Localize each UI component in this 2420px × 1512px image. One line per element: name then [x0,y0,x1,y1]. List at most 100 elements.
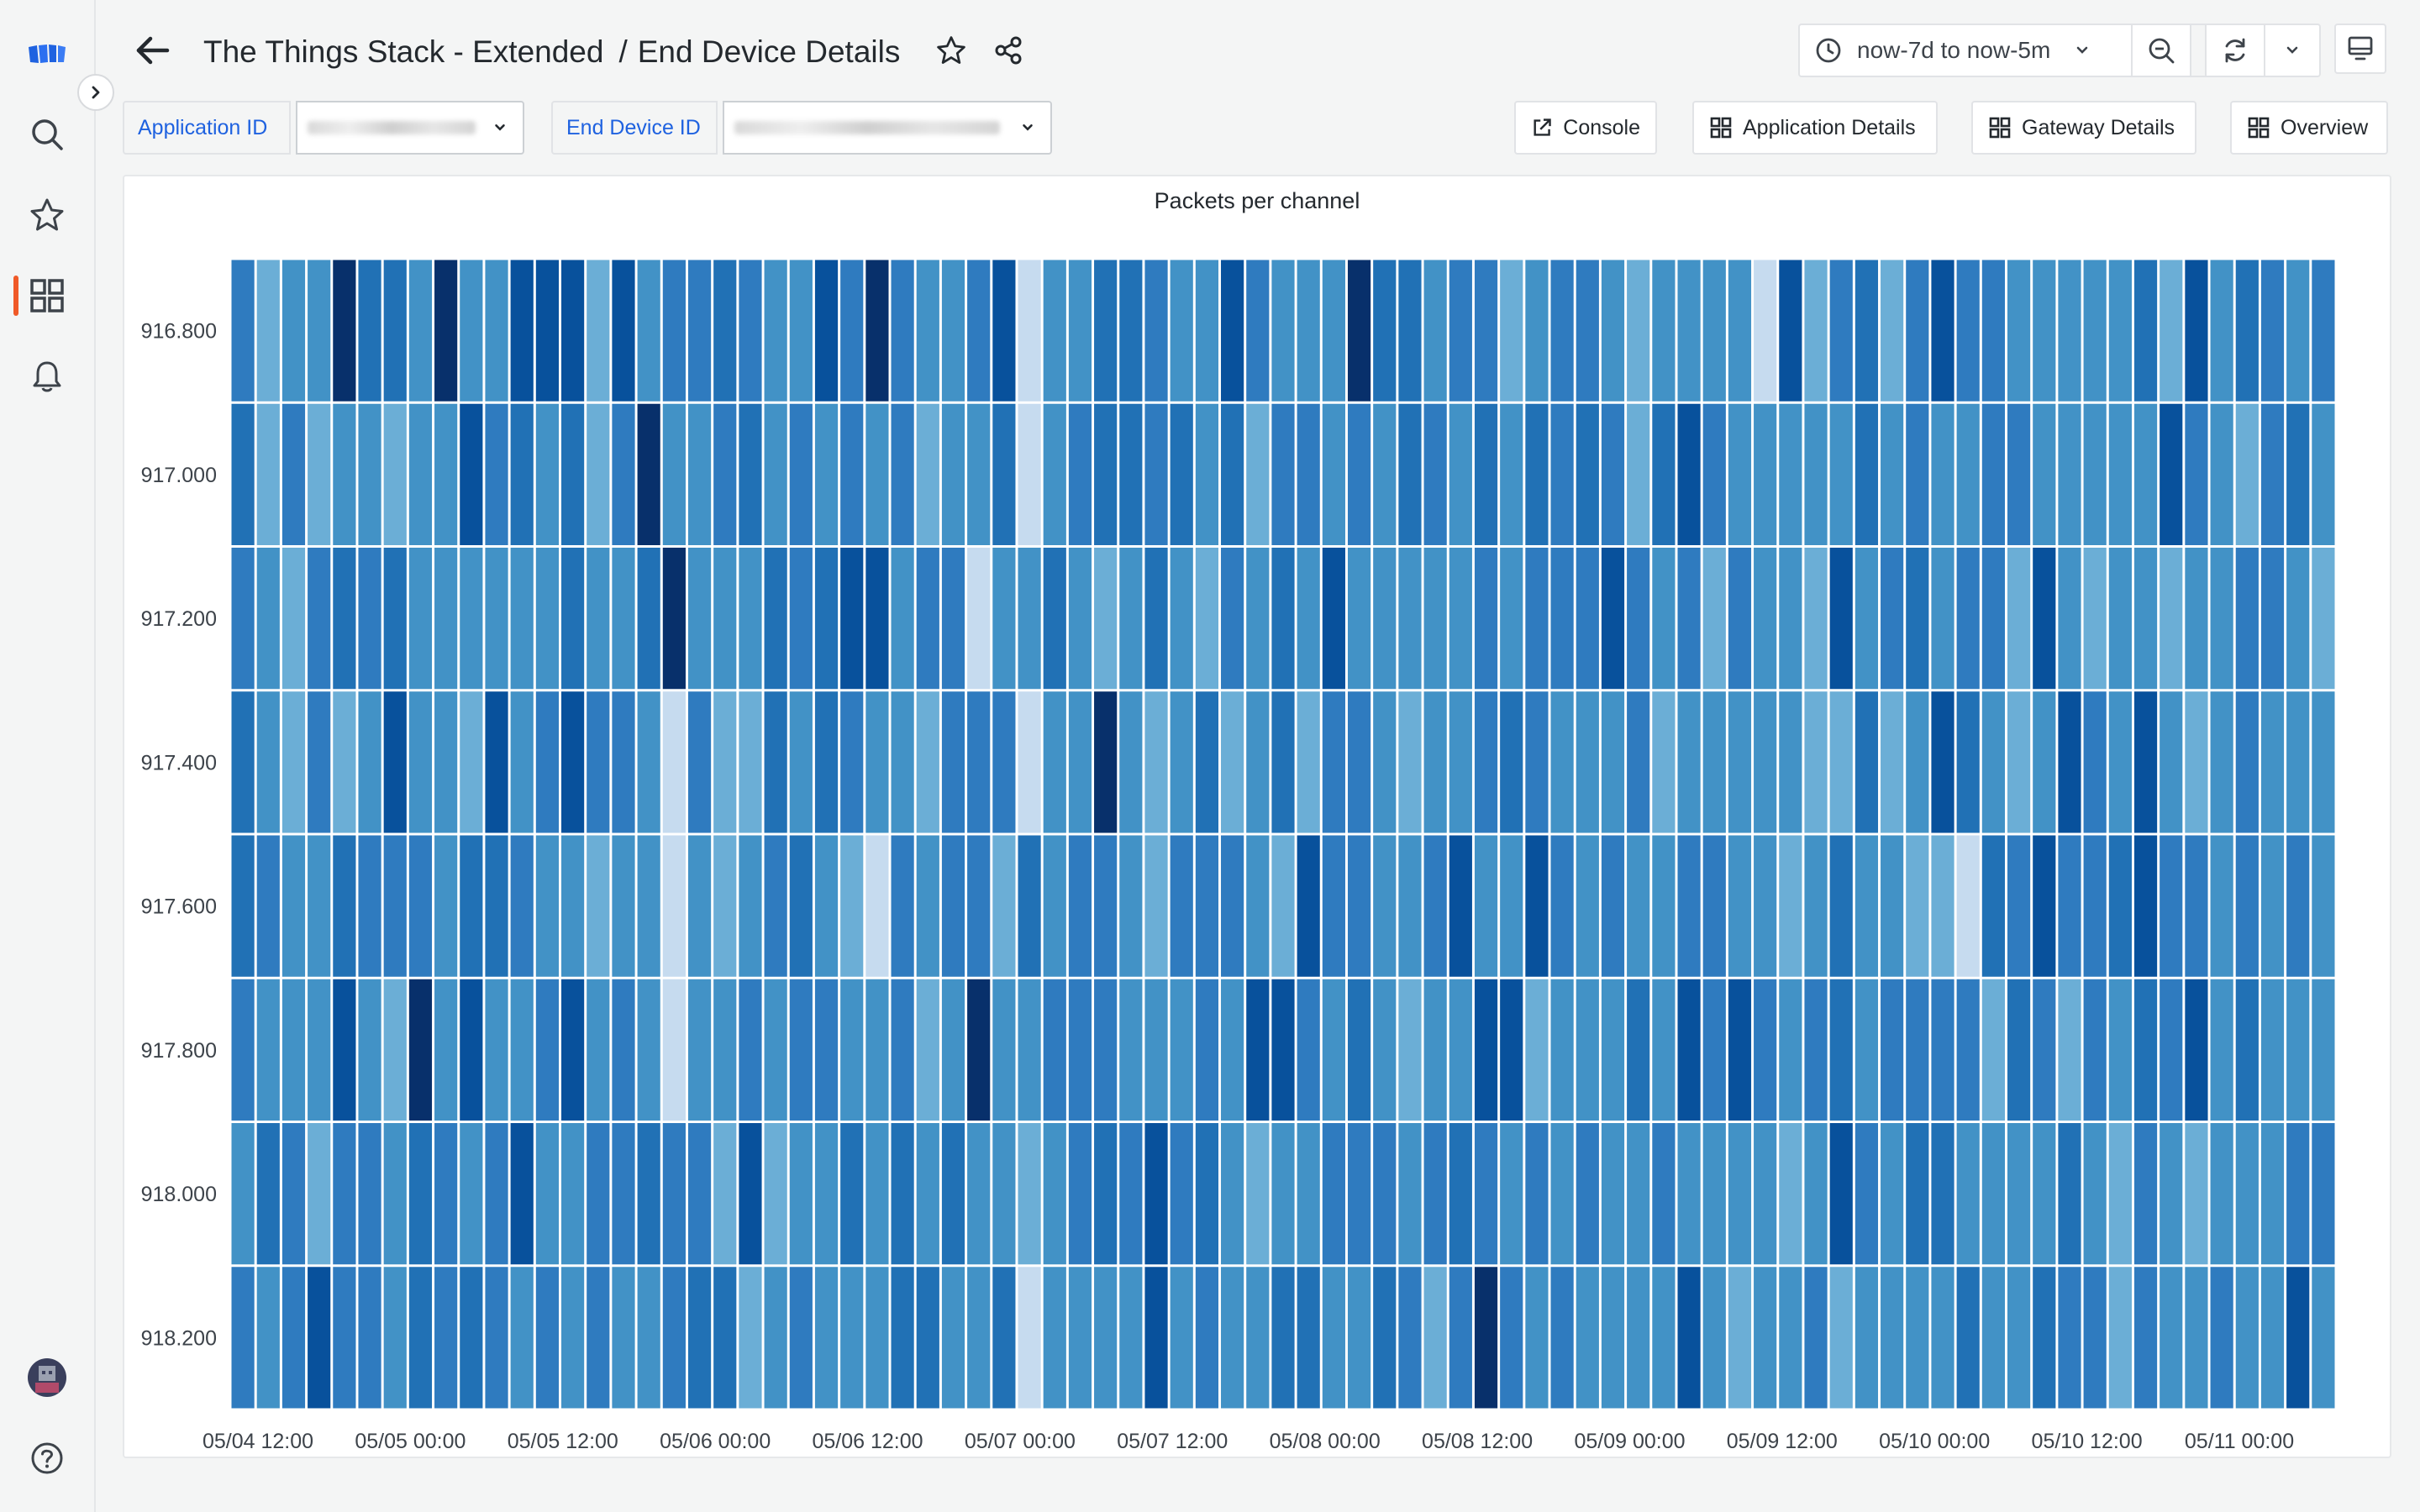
heatmap-cell[interactable] [992,835,1016,977]
heatmap-cell[interactable] [1677,979,1701,1121]
heatmap-cell[interactable] [967,260,991,402]
heatmap-cell[interactable] [2160,691,2183,833]
heatmap-cell[interactable] [2033,1267,2056,1409]
dashboard-title[interactable]: End Device Details [637,34,901,69]
heatmap-cell[interactable] [1449,1123,1472,1265]
heatmap-cell[interactable] [1981,979,2005,1121]
heatmap-cell[interactable] [256,403,280,545]
heatmap-cell[interactable] [2007,260,2031,402]
heatmap-cell[interactable] [764,979,787,1121]
heatmap-cell[interactable] [1804,1123,1828,1265]
heatmap-cell[interactable] [1702,691,1726,833]
heatmap-cell[interactable] [383,835,407,977]
heatmap-cell[interactable] [662,1267,686,1409]
heatmap-cell[interactable] [2185,403,2208,545]
heatmap-cell[interactable] [1652,1267,1676,1409]
heatmap-cell[interactable] [2286,548,2310,690]
heatmap-cell[interactable] [535,403,559,545]
heatmap-cell[interactable] [1500,979,1523,1121]
heatmap-cell[interactable] [2133,1123,2158,1265]
heatmap-cell[interactable] [1728,403,1752,545]
heatmap-cell[interactable] [1144,548,1168,690]
heatmap-cell[interactable] [561,691,585,833]
heatmap-cell[interactable] [2235,691,2259,833]
heatmap-cell[interactable] [2058,260,2081,402]
heatmap-cell[interactable] [713,403,737,545]
heatmap-cell[interactable] [1195,691,1219,833]
heatmap-cell[interactable] [1576,548,1599,690]
heatmap-cell[interactable] [1271,691,1295,833]
heatmap-cell[interactable] [1094,260,1118,402]
heatmap-cell[interactable] [637,548,660,690]
heatmap-cell[interactable] [383,979,407,1121]
heatmap-cell[interactable] [1881,1123,1904,1265]
heatmap-cell[interactable] [1702,979,1726,1121]
heatmap-cell[interactable] [1754,1267,1777,1409]
heatmap-cell[interactable] [1881,403,1904,545]
heatmap-cell[interactable] [1677,403,1701,545]
heatmap-cell[interactable] [1322,835,1345,977]
heatmap-cell[interactable] [1677,260,1701,402]
heatmap-cell[interactable] [2312,835,2335,977]
heatmap-cell[interactable] [1043,691,1066,833]
heatmap-cell[interactable] [1474,548,1498,690]
heatmap-cell[interactable] [739,1267,762,1409]
heatmap-cell[interactable] [383,1123,407,1265]
heatmap-cell[interactable] [2160,1267,2183,1409]
heatmap-cell[interactable] [2083,548,2107,690]
heatmap-cell[interactable] [1829,691,1853,833]
heatmap-cell[interactable] [916,835,939,977]
heatmap-cell[interactable] [916,1267,939,1409]
heatmap-cell[interactable] [358,403,381,545]
heatmap-cell[interactable] [1677,835,1701,977]
heatmap-cell[interactable] [1068,548,1092,690]
sidebar-starred[interactable] [0,181,94,249]
heatmap-cell[interactable] [1854,260,1879,402]
heatmap-cell[interactable] [2083,1267,2107,1409]
heatmap-cell[interactable] [1043,260,1066,402]
heatmap-cell[interactable] [789,403,813,545]
heatmap-cell[interactable] [1931,548,1954,690]
heatmap-cell[interactable] [1195,835,1219,977]
heatmap-cell[interactable] [1981,548,2005,690]
heatmap-cell[interactable] [2260,691,2285,833]
heatmap-cell[interactable] [1702,260,1726,402]
heatmap-cell[interactable] [2286,1267,2310,1409]
heatmap-cell[interactable] [992,691,1016,833]
tv-mode-button[interactable] [2334,24,2386,74]
heatmap-cell[interactable] [1297,260,1320,402]
heatmap-cell[interactable] [256,691,280,833]
heatmap-cell[interactable] [1170,1267,1193,1409]
heatmap-cell[interactable] [1094,691,1118,833]
heatmap-cell[interactable] [687,260,712,402]
heatmap-cell[interactable] [2260,260,2285,402]
heatmap-cell[interactable] [1525,260,1549,402]
heatmap-cell[interactable] [1398,835,1422,977]
heatmap-cell[interactable] [1474,403,1498,545]
heatmap-cell[interactable] [1423,1267,1447,1409]
heatmap-cell[interactable] [1652,979,1676,1121]
heatmap-cell[interactable] [1119,979,1143,1121]
heatmap-cell[interactable] [1931,1123,1954,1265]
heatmap-cell[interactable] [1550,403,1574,545]
heatmap-cell[interactable] [1854,1123,1879,1265]
heatmap-cell[interactable] [1373,548,1397,690]
heatmap-cell[interactable] [383,403,407,545]
heatmap-cell[interactable] [2058,835,2081,977]
heatmap-cell[interactable] [789,260,813,402]
heatmap-cell[interactable] [1779,548,1802,690]
heatmap-cell[interactable] [967,835,991,977]
heatmap-cell[interactable] [1297,979,1320,1121]
heatmap-cell[interactable] [2286,1123,2310,1265]
heatmap-cell[interactable] [1271,260,1295,402]
heatmap-cell[interactable] [713,548,737,690]
heatmap-cell[interactable] [687,835,712,977]
heatmap-cell[interactable] [992,260,1016,402]
heatmap-cell[interactable] [1906,691,1929,833]
heatmap-cell[interactable] [1854,835,1879,977]
heatmap-cell[interactable] [231,260,255,402]
heatmap-cell[interactable] [1931,1267,1954,1409]
heatmap-cell[interactable] [383,548,407,690]
heatmap-cell[interactable] [1754,548,1777,690]
heatmap-cell[interactable] [256,260,280,402]
